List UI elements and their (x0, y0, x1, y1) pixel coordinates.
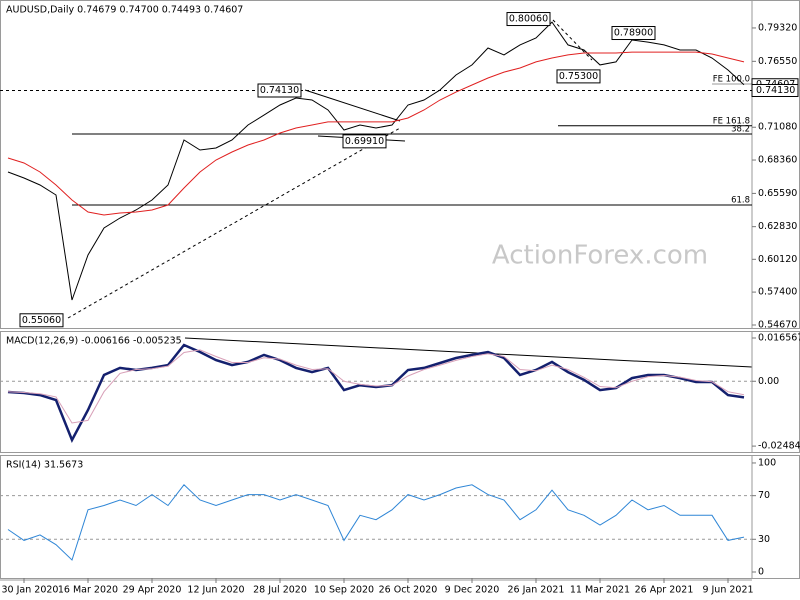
x-tick-label: 12 Jun 2020 (187, 585, 244, 596)
trendline (67, 127, 401, 319)
x-tick-label: 9 Jun 2021 (702, 585, 753, 596)
panel-title: MACD(12,26,9) -0.006166 -0.005235 (6, 336, 182, 347)
trendlines (67, 19, 753, 368)
y-tick-label: 100 (758, 457, 776, 468)
annotation-box (556, 69, 601, 84)
x-tick-label: 9 Dec 2020 (445, 585, 500, 596)
x-tick-label: 29 Apr 2020 (123, 585, 182, 596)
fib-label: FE 100.0 (713, 74, 750, 84)
x-tick-label: 28 Jul 2020 (253, 585, 307, 596)
annotation-box (611, 26, 656, 41)
watermark: ActionForex.com (492, 241, 708, 271)
annotation-box (19, 313, 64, 328)
x-tick-label: 10 Sep 2020 (314, 585, 374, 596)
y-tick-label: 0.016567 (758, 333, 800, 344)
y-tick-label: -0.02484 (758, 441, 800, 452)
fib-label: FE 161.8 (713, 116, 750, 126)
annotation-label: 0.55060 (22, 315, 61, 326)
trendline (184, 337, 753, 368)
y-tick-label: 0.76550 (758, 56, 797, 67)
fib-label: 61.8 (731, 195, 750, 205)
x-tick-label: 30 Jan 2020 (2, 585, 59, 596)
y-tick-label: 0.00 (758, 376, 779, 387)
x-tick-label: 26 Jan 2021 (508, 585, 565, 596)
x-tick-label: 11 Mar 2021 (570, 585, 630, 596)
x-tick-label: 26 Oct 2020 (379, 585, 438, 596)
annotation-label: 0.80060 (509, 14, 548, 25)
annotation-label: 0.75300 (559, 71, 598, 82)
panel-title: RSI(14) 31.5673 (6, 460, 83, 471)
y-tick-label: 0.54670 (758, 319, 797, 330)
series-line (7, 349, 745, 424)
y-tick-label: 0.79320 (758, 22, 797, 33)
series-line (7, 51, 745, 216)
trendline (304, 89, 401, 122)
y-tick-label: 0.57400 (758, 287, 797, 298)
y-tick-label: 0.68360 (758, 155, 797, 166)
y-tick-label: 70 (758, 490, 770, 501)
panel-title: AUDUSD,Daily 0.74679 0.74700 0.74493 0.7… (6, 5, 243, 16)
annotation-label: 0.74130 (260, 85, 299, 96)
y-tick-label: 0 (758, 567, 764, 578)
annotation-label: 0.69910 (345, 136, 384, 147)
annotation-box (342, 134, 387, 149)
series-line (7, 484, 745, 561)
y-tick-label: 0.60120 (758, 254, 797, 265)
series-line (7, 343, 745, 443)
y-tick-label: 0.71080 (758, 122, 797, 133)
y-tick-label: 0.65590 (758, 188, 797, 199)
price-tag-label: 0.74130 (756, 85, 795, 96)
annotation-box (506, 12, 551, 27)
x-tick-label: 26 Apr 2021 (635, 585, 694, 596)
annotation-label: 0.78900 (614, 28, 653, 39)
annotation-box (257, 83, 302, 98)
fib-label: 38.2 (731, 124, 750, 134)
y-tick-label: 30 (758, 534, 770, 545)
price-tag (751, 83, 799, 97)
x-tick-label: 16 Mar 2020 (58, 585, 118, 596)
y-tick-label: 0.62830 (758, 221, 797, 232)
